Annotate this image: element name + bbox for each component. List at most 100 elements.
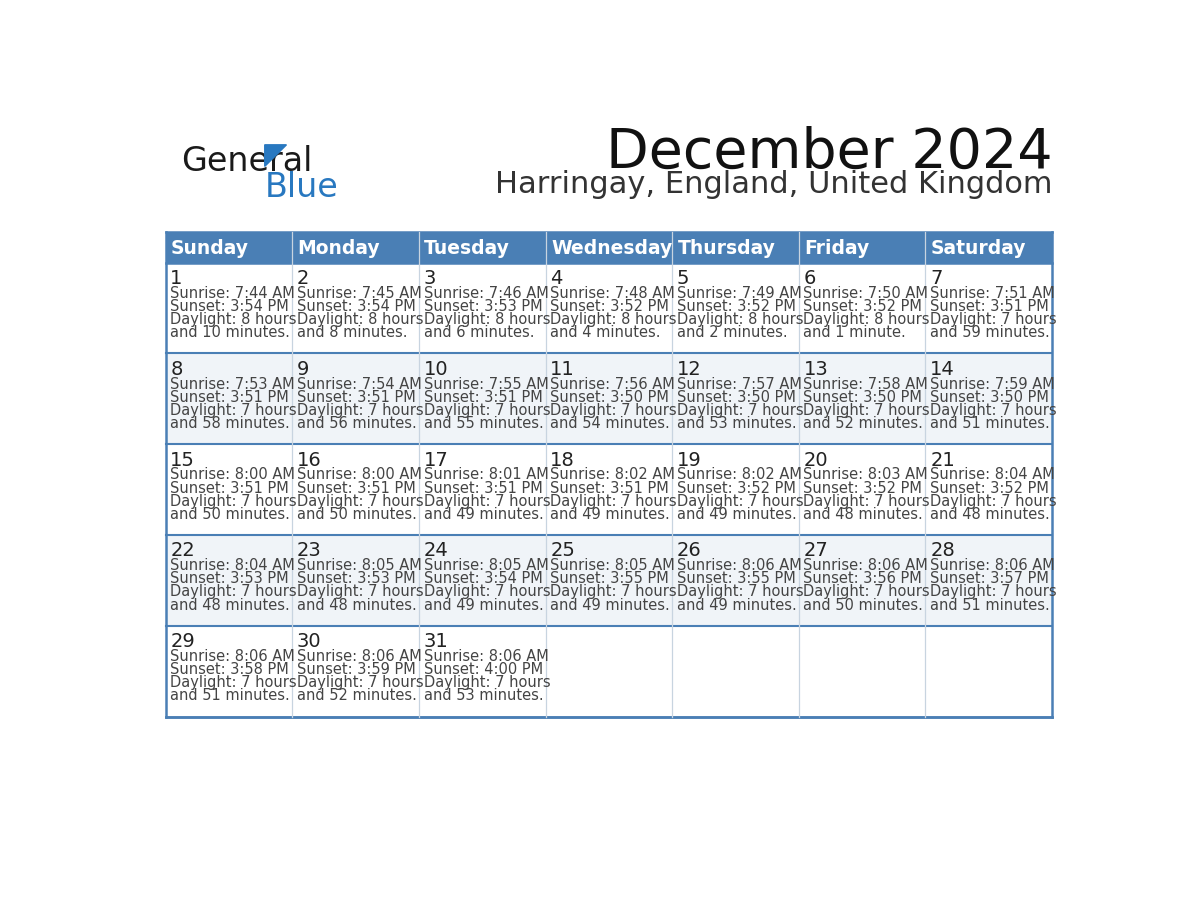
Text: and 52 minutes.: and 52 minutes. <box>297 688 417 703</box>
Text: and 49 minutes.: and 49 minutes. <box>550 507 670 521</box>
Text: Sunrise: 8:06 AM: Sunrise: 8:06 AM <box>170 649 295 664</box>
Text: Sunset: 3:57 PM: Sunset: 3:57 PM <box>930 571 1049 587</box>
Text: Daylight: 8 hours: Daylight: 8 hours <box>423 312 550 327</box>
Text: Sunrise: 8:02 AM: Sunrise: 8:02 AM <box>677 467 802 483</box>
Text: Daylight: 7 hours: Daylight: 7 hours <box>297 494 423 509</box>
Text: and 1 minute.: and 1 minute. <box>803 325 906 340</box>
Text: Daylight: 8 hours: Daylight: 8 hours <box>677 312 803 327</box>
Text: Sunset: 3:59 PM: Sunset: 3:59 PM <box>297 662 416 677</box>
Text: 20: 20 <box>803 451 828 469</box>
Text: Daylight: 7 hours: Daylight: 7 hours <box>930 312 1057 327</box>
Text: Daylight: 7 hours: Daylight: 7 hours <box>297 676 423 690</box>
Text: and 53 minutes.: and 53 minutes. <box>677 416 796 431</box>
Text: and 48 minutes.: and 48 minutes. <box>170 598 290 612</box>
Bar <box>165 626 1053 717</box>
Text: 23: 23 <box>297 542 322 560</box>
Text: 27: 27 <box>803 542 828 560</box>
Text: Sunset: 3:51 PM: Sunset: 3:51 PM <box>170 480 289 496</box>
Text: Sunrise: 8:05 AM: Sunrise: 8:05 AM <box>423 558 549 574</box>
Text: Sunset: 3:54 PM: Sunset: 3:54 PM <box>297 299 416 314</box>
Text: 1: 1 <box>170 269 183 287</box>
Text: 11: 11 <box>550 360 575 378</box>
Text: Sunrise: 7:49 AM: Sunrise: 7:49 AM <box>677 285 802 301</box>
Text: Sunset: 3:52 PM: Sunset: 3:52 PM <box>803 480 922 496</box>
Text: Daylight: 7 hours: Daylight: 7 hours <box>297 403 423 418</box>
Text: and 53 minutes.: and 53 minutes. <box>423 688 543 703</box>
Text: Sunrise: 7:59 AM: Sunrise: 7:59 AM <box>930 376 1055 392</box>
Text: and 50 minutes.: and 50 minutes. <box>170 507 290 521</box>
Text: Daylight: 7 hours: Daylight: 7 hours <box>803 403 930 418</box>
Bar <box>165 232 1053 263</box>
Text: Wednesday: Wednesday <box>551 240 672 258</box>
Text: Sunrise: 8:04 AM: Sunrise: 8:04 AM <box>930 467 1055 483</box>
Text: General: General <box>181 145 312 178</box>
Text: Saturday: Saturday <box>931 240 1026 258</box>
Text: Sunset: 3:50 PM: Sunset: 3:50 PM <box>930 389 1049 405</box>
Text: Sunset: 3:53 PM: Sunset: 3:53 PM <box>423 299 542 314</box>
Text: Daylight: 7 hours: Daylight: 7 hours <box>423 494 550 509</box>
Text: Sunrise: 7:51 AM: Sunrise: 7:51 AM <box>930 285 1055 301</box>
Text: Daylight: 7 hours: Daylight: 7 hours <box>550 585 677 599</box>
Text: Sunset: 3:51 PM: Sunset: 3:51 PM <box>297 480 416 496</box>
Text: Sunset: 3:52 PM: Sunset: 3:52 PM <box>550 299 669 314</box>
Text: 6: 6 <box>803 269 816 287</box>
Text: 2: 2 <box>297 269 309 287</box>
Text: Sunset: 3:50 PM: Sunset: 3:50 PM <box>803 389 922 405</box>
Text: Daylight: 7 hours: Daylight: 7 hours <box>803 585 930 599</box>
Text: and 52 minutes.: and 52 minutes. <box>803 416 923 431</box>
Text: 9: 9 <box>297 360 309 378</box>
Text: Daylight: 7 hours: Daylight: 7 hours <box>170 403 297 418</box>
Text: 14: 14 <box>930 360 955 378</box>
Text: and 59 minutes.: and 59 minutes. <box>930 325 1050 340</box>
Text: Sunrise: 8:06 AM: Sunrise: 8:06 AM <box>803 558 928 574</box>
Text: 15: 15 <box>170 451 195 469</box>
Text: Sunrise: 8:00 AM: Sunrise: 8:00 AM <box>170 467 295 483</box>
Text: 25: 25 <box>550 542 575 560</box>
Text: 17: 17 <box>423 451 448 469</box>
Text: Sunrise: 7:55 AM: Sunrise: 7:55 AM <box>423 376 549 392</box>
Text: Daylight: 7 hours: Daylight: 7 hours <box>677 585 803 599</box>
Text: Daylight: 7 hours: Daylight: 7 hours <box>803 494 930 509</box>
Text: Sunset: 4:00 PM: Sunset: 4:00 PM <box>423 662 543 677</box>
Text: Sunrise: 7:46 AM: Sunrise: 7:46 AM <box>423 285 549 301</box>
Text: Sunset: 3:51 PM: Sunset: 3:51 PM <box>423 480 542 496</box>
Text: and 50 minutes.: and 50 minutes. <box>297 507 417 521</box>
Text: 10: 10 <box>423 360 448 378</box>
Text: Blue: Blue <box>265 171 339 204</box>
Text: Sunrise: 8:05 AM: Sunrise: 8:05 AM <box>550 558 675 574</box>
Text: and 49 minutes.: and 49 minutes. <box>423 507 543 521</box>
Text: and 49 minutes.: and 49 minutes. <box>677 598 797 612</box>
Text: Sunrise: 8:01 AM: Sunrise: 8:01 AM <box>423 467 549 483</box>
Text: and 50 minutes.: and 50 minutes. <box>803 598 923 612</box>
Text: 30: 30 <box>297 633 322 651</box>
Text: Sunrise: 8:02 AM: Sunrise: 8:02 AM <box>550 467 675 483</box>
Text: and 6 minutes.: and 6 minutes. <box>423 325 535 340</box>
Text: 31: 31 <box>423 633 448 651</box>
Text: 18: 18 <box>550 451 575 469</box>
Text: 26: 26 <box>677 542 702 560</box>
Text: Sunrise: 8:06 AM: Sunrise: 8:06 AM <box>677 558 802 574</box>
Text: and 51 minutes.: and 51 minutes. <box>930 416 1050 431</box>
Text: Daylight: 7 hours: Daylight: 7 hours <box>297 585 423 599</box>
Bar <box>165 353 1053 444</box>
Text: and 48 minutes.: and 48 minutes. <box>297 598 417 612</box>
Text: Daylight: 7 hours: Daylight: 7 hours <box>550 494 677 509</box>
Text: Sunrise: 7:45 AM: Sunrise: 7:45 AM <box>297 285 422 301</box>
Text: 16: 16 <box>297 451 322 469</box>
Text: Sunset: 3:51 PM: Sunset: 3:51 PM <box>550 480 669 496</box>
Text: Tuesday: Tuesday <box>424 240 510 258</box>
Text: and 8 minutes.: and 8 minutes. <box>297 325 407 340</box>
Text: Sunrise: 8:03 AM: Sunrise: 8:03 AM <box>803 467 928 483</box>
Text: Sunset: 3:52 PM: Sunset: 3:52 PM <box>677 299 796 314</box>
Text: Daylight: 8 hours: Daylight: 8 hours <box>803 312 930 327</box>
Text: Friday: Friday <box>804 240 870 258</box>
Text: Sunrise: 7:56 AM: Sunrise: 7:56 AM <box>550 376 675 392</box>
Text: and 51 minutes.: and 51 minutes. <box>170 688 290 703</box>
Text: 24: 24 <box>423 542 448 560</box>
Text: and 48 minutes.: and 48 minutes. <box>930 507 1050 521</box>
Text: and 48 minutes.: and 48 minutes. <box>803 507 923 521</box>
Text: 7: 7 <box>930 269 942 287</box>
Text: Sunset: 3:51 PM: Sunset: 3:51 PM <box>930 299 1049 314</box>
Text: Sunrise: 7:54 AM: Sunrise: 7:54 AM <box>297 376 422 392</box>
Text: 3: 3 <box>423 269 436 287</box>
